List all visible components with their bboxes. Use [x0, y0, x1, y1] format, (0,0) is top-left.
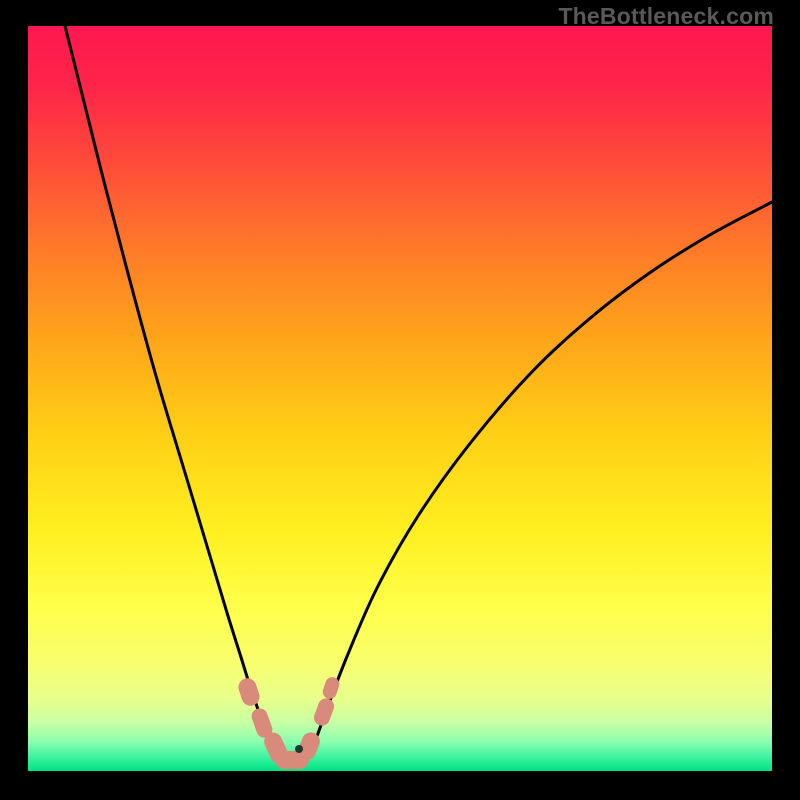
curve-vertex-dot [295, 745, 303, 753]
curve-right-branch [308, 202, 772, 756]
bottleneck-curve [28, 26, 772, 771]
curve-left-branch [65, 26, 278, 756]
chart-plot-area [28, 26, 772, 771]
